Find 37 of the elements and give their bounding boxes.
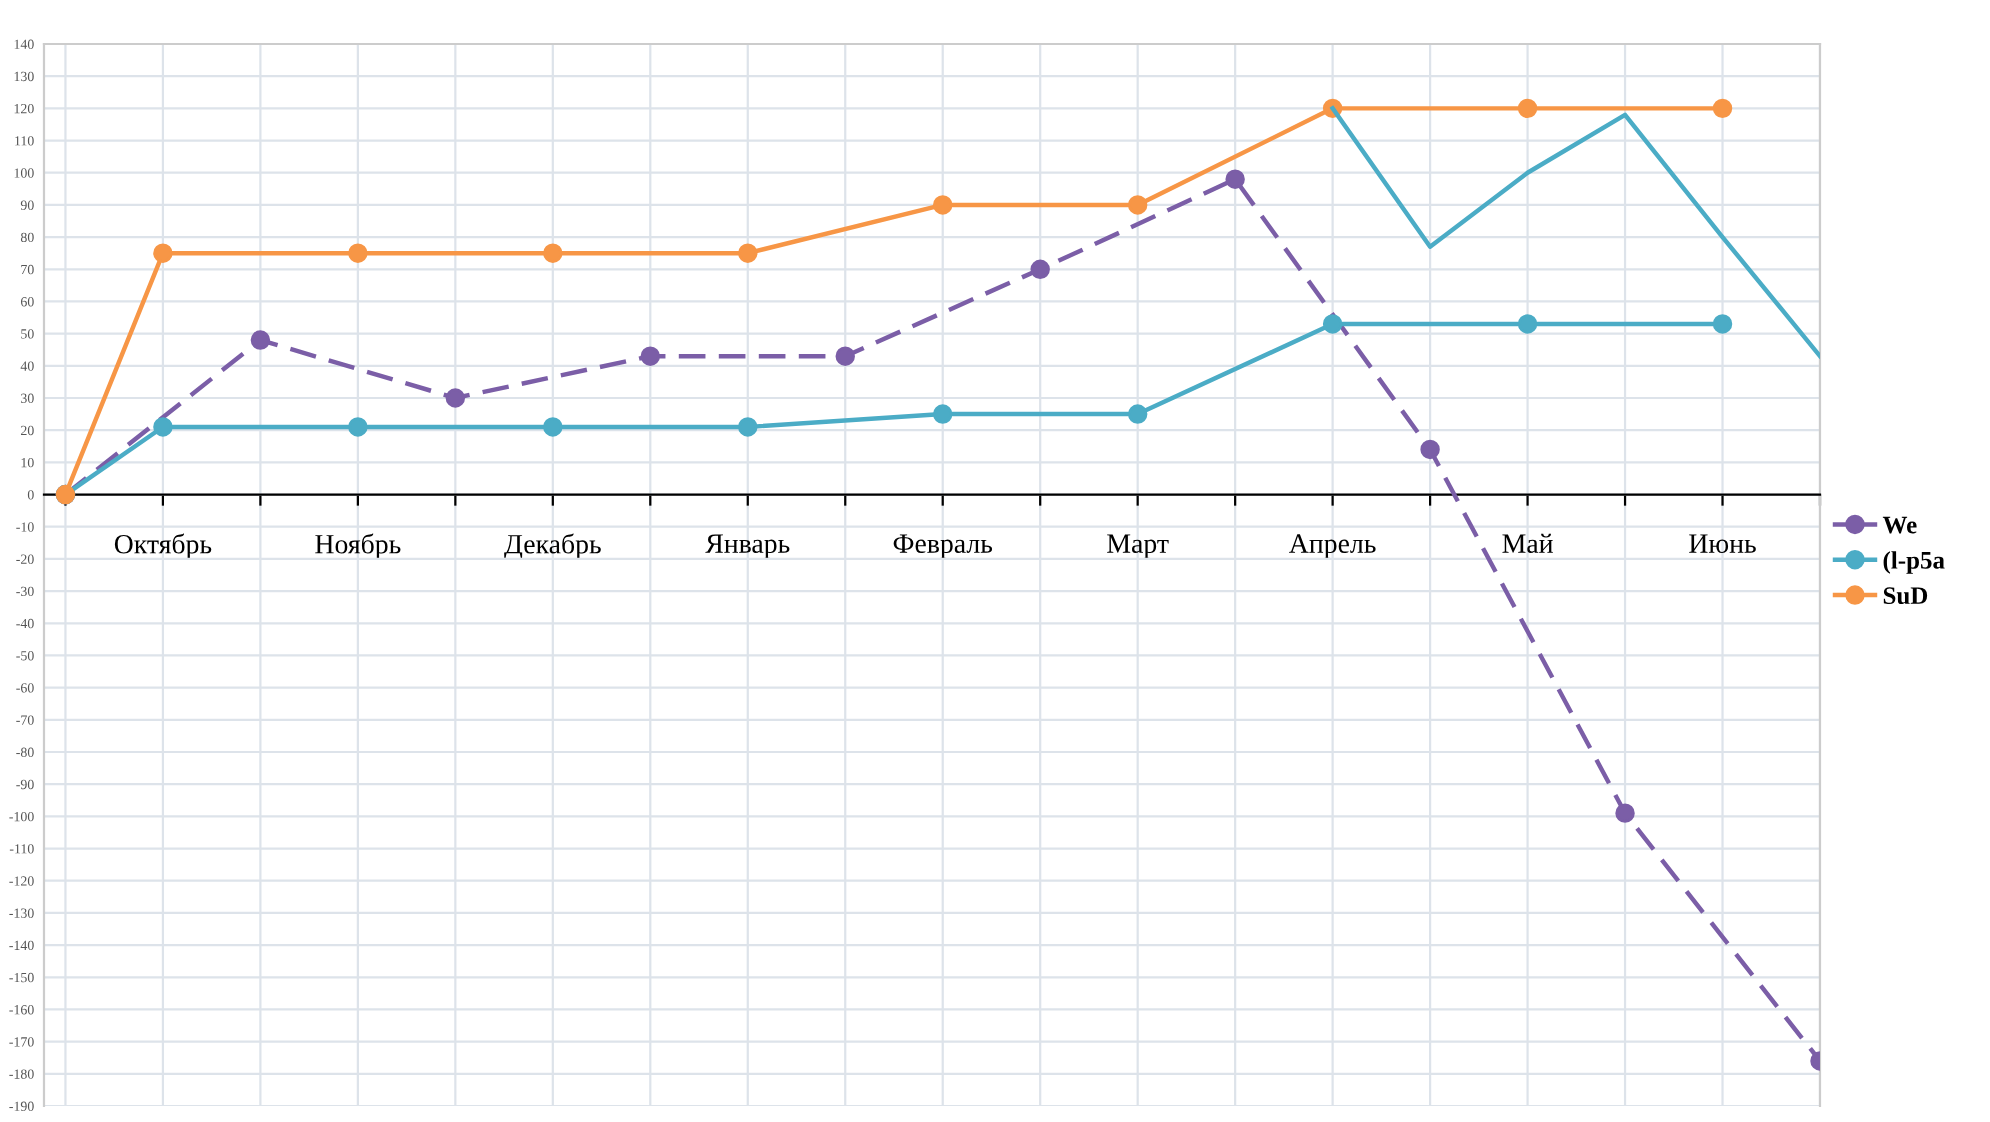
- point: [153, 417, 173, 437]
- point: [1712, 98, 1733, 119]
- x-tick-label: Октябрь: [114, 533, 212, 560]
- legend-label: SuD: [1883, 587, 1928, 605]
- point: [835, 346, 855, 366]
- x-tick-label: Февраль: [893, 534, 993, 559]
- point: [1030, 259, 1050, 279]
- point: [543, 417, 563, 437]
- point: [1322, 314, 1343, 334]
- point: [1225, 169, 1245, 189]
- point: [1127, 195, 1148, 215]
- point: [348, 243, 368, 263]
- point: [1127, 404, 1148, 424]
- x-tick-label: Ноябрь: [315, 533, 401, 560]
- point: [933, 404, 953, 424]
- point: [445, 388, 466, 408]
- point: [933, 195, 953, 215]
- x-tick-label: Март: [1107, 534, 1169, 559]
- x-tick-label: Декабрь: [504, 533, 601, 560]
- point: [1420, 439, 1440, 460]
- point: [738, 417, 758, 437]
- point: [1712, 314, 1733, 334]
- point: [1517, 98, 1538, 119]
- x-tick-label: Июнь: [1689, 534, 1756, 553]
- point: [250, 330, 271, 350]
- point: [738, 243, 758, 263]
- point: [348, 417, 368, 437]
- x-tick-label: Январь: [705, 534, 790, 559]
- point: [543, 243, 563, 263]
- point: [640, 346, 661, 366]
- x-tick-label: Апрель: [1289, 534, 1376, 559]
- point: [1517, 314, 1538, 334]
- legend-label: We: [1882, 516, 1917, 534]
- point: [153, 243, 173, 263]
- legend-label: (l-p5a: [1883, 551, 1945, 574]
- x-tick-label: Май: [1502, 533, 1553, 553]
- point: [1615, 803, 1635, 823]
